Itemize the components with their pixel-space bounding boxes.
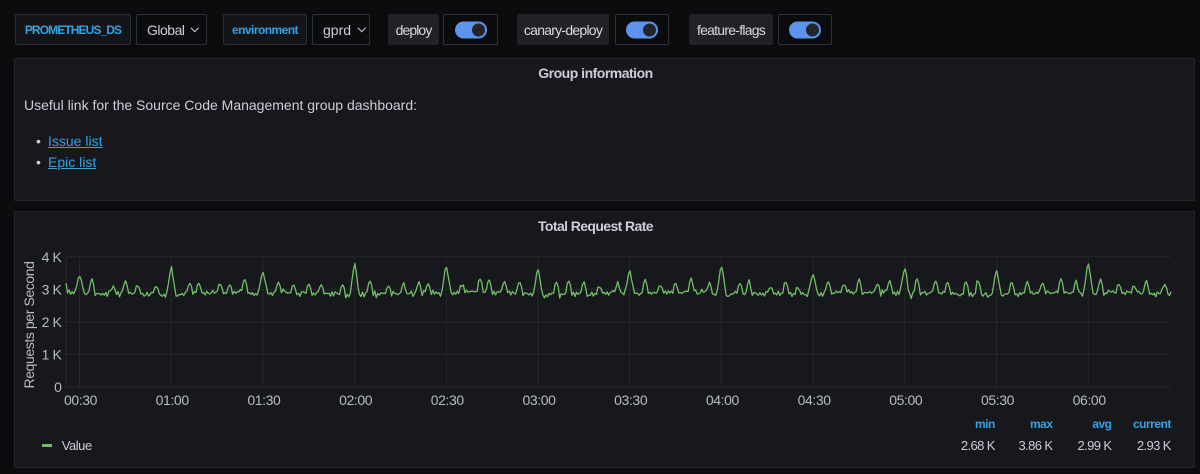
svg-text:1 K: 1 K <box>42 347 63 363</box>
svg-text:02:30: 02:30 <box>431 392 465 408</box>
svg-text:00:30: 00:30 <box>64 392 98 408</box>
svg-text:2 K: 2 K <box>42 314 63 330</box>
svg-text:03:30: 03:30 <box>614 392 648 408</box>
svg-text:04:30: 04:30 <box>798 392 832 408</box>
svg-text:3 K: 3 K <box>42 282 63 298</box>
svg-text:01:00: 01:00 <box>156 392 190 408</box>
svg-text:05:00: 05:00 <box>889 392 923 408</box>
svg-text:Requests per Second: Requests per Second <box>21 261 37 388</box>
svg-text:02:00: 02:00 <box>339 392 373 408</box>
svg-text:04:00: 04:00 <box>706 392 740 408</box>
svg-text:0: 0 <box>54 379 62 395</box>
svg-text:06:00: 06:00 <box>1073 392 1107 408</box>
svg-text:03:00: 03:00 <box>522 392 556 408</box>
svg-text:01:30: 01:30 <box>247 392 281 408</box>
svg-text:05:30: 05:30 <box>981 392 1015 408</box>
svg-text:4 K: 4 K <box>42 249 63 265</box>
